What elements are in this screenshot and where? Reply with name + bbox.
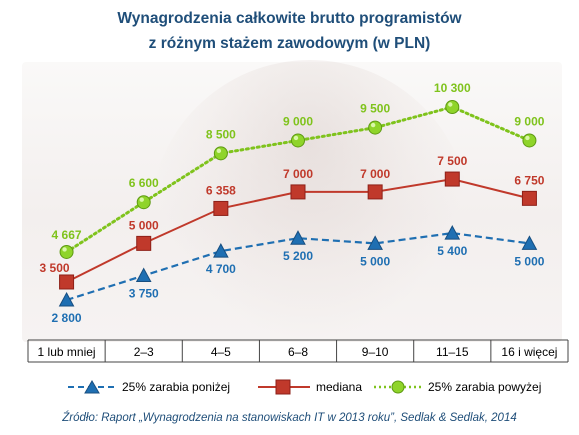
point-marker-highlight (139, 197, 144, 202)
point-marker-highlight (525, 135, 530, 141)
legend-marker-high (374, 380, 422, 394)
point-marker-high (59, 244, 74, 259)
line-chart: 1 lub mniej 2–3 4–5 6–8 9–10 11–15 16 i więcej… (27, 81, 569, 363)
data-label-median: 7 000 (283, 167, 313, 181)
data-label-median: 7 000 (360, 167, 390, 181)
data-label-low: 5 400 (437, 244, 467, 258)
point-marker-low (444, 225, 461, 240)
chart-title-line1: Wynagrodzenia całkowite brutto programis… (117, 10, 462, 27)
point-marker-highlight (62, 247, 67, 252)
point-marker-median (136, 235, 152, 251)
point-marker-median (367, 184, 383, 200)
point-marker-median (213, 200, 229, 216)
chart-title-line2: z różnym stażem zawodowym (w PLN) (148, 35, 431, 52)
data-label-high: 4 667 (52, 228, 82, 242)
x-tick-label: 9–10 (362, 345, 389, 359)
legend-label-median: mediana (316, 380, 363, 394)
x-tick-label: 6–8 (288, 345, 308, 359)
data-label-low: 5 200 (283, 249, 313, 263)
legend: 25% zarabia poniżej mediana 25% zarabia … (0, 378, 579, 396)
legend-label-low: 25% zarabia poniżej (122, 380, 231, 394)
data-label-median: 3 500 (40, 261, 70, 275)
data-label-high: 10 300 (434, 81, 471, 95)
data-label-high: 9 000 (514, 114, 544, 128)
point-marker-median (521, 190, 537, 206)
data-label-high: 9 500 (360, 102, 390, 116)
point-marker-low (213, 243, 229, 258)
data-label-low: 3 750 (129, 287, 159, 301)
x-tick-label: 16 i więcej (501, 345, 557, 359)
data-label-high: 6 600 (129, 176, 159, 190)
point-marker-high (368, 120, 383, 135)
point-marker-high (213, 146, 228, 161)
legend-item-median: mediana (256, 378, 362, 396)
legend-marker-median (258, 379, 310, 395)
point-marker-high (445, 100, 460, 114)
point-marker-low (135, 267, 152, 283)
data-label-high: 8 500 (206, 127, 236, 141)
point-marker-highlight (448, 102, 453, 107)
point-marker-low (290, 230, 306, 245)
plot-background (22, 62, 562, 342)
point-marker-median (59, 274, 75, 290)
point-marker-highlight (293, 135, 299, 141)
data-label-low: 2 800 (52, 311, 82, 325)
data-label-low: 5 000 (514, 254, 544, 268)
data-label-high: 9 000 (283, 114, 313, 128)
data-label-median: 7 500 (437, 154, 467, 168)
point-marker-highlight (370, 122, 376, 128)
data-label-median: 6 358 (206, 183, 236, 197)
point-marker-high (522, 133, 537, 148)
point-marker-high (136, 195, 151, 210)
point-marker-high (291, 133, 305, 148)
point-marker-highlight (216, 148, 222, 154)
legend-item-high: 25% zarabia powyżej (372, 378, 541, 396)
source-note: Źródło: Raport „Wynagrodzenia na stanowi… (62, 412, 517, 424)
legend-item-low: 25% zarabia poniżej (66, 378, 230, 396)
x-tick-label: 1 lub mniej (38, 345, 96, 359)
data-label-median: 6 750 (514, 173, 544, 187)
data-label-median: 5 000 (129, 218, 159, 232)
x-tick-label: 2–3 (134, 345, 154, 359)
point-marker-median (444, 171, 460, 187)
point-marker-low (367, 235, 383, 250)
x-tick-label: 4–5 (211, 345, 231, 359)
legend-marker-low (68, 380, 116, 394)
legend-label-high: 25% zarabia powyżej (428, 380, 542, 394)
point-marker-low (58, 291, 75, 307)
point-marker-median (290, 184, 306, 200)
data-label-low: 5 000 (360, 254, 390, 268)
data-label-low: 4 700 (206, 262, 236, 276)
x-tick-label: 11–15 (436, 345, 469, 359)
point-marker-low (521, 235, 538, 250)
background-figure (150, 60, 470, 340)
